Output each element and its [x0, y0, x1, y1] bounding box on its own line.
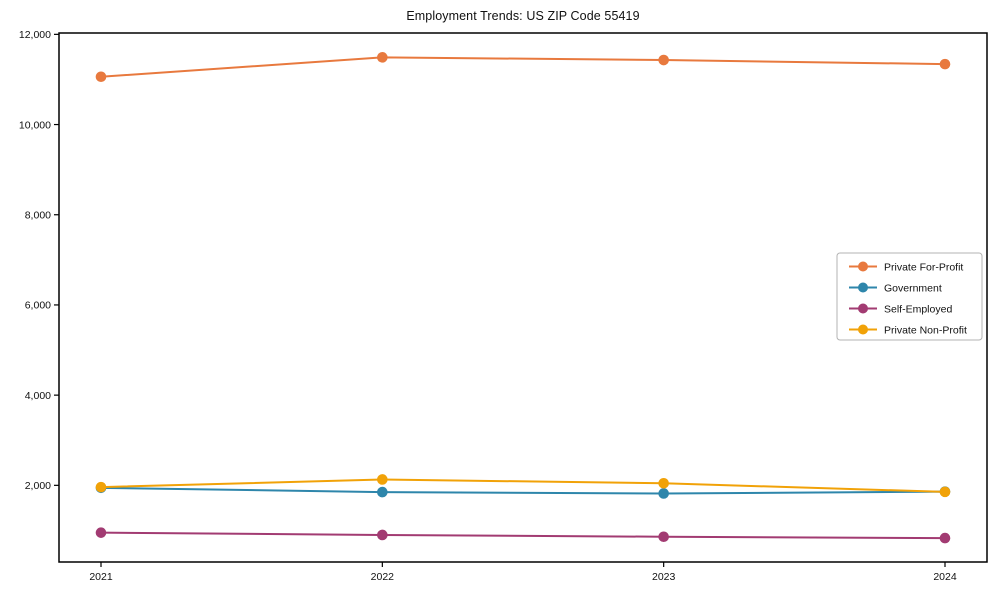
y-axis-tick-label: 8,000: [25, 210, 51, 222]
data-point-self-employed-2023: [658, 531, 669, 543]
data-point-private-for-profit-2022: [377, 52, 388, 63]
x-axis-tick-label: 2022: [371, 571, 395, 583]
series-line-private-non-profit: [100, 478, 946, 493]
data-point-private-for-profit-2023: [658, 54, 669, 66]
x-axis-tick-label: 2023: [652, 571, 676, 583]
data-point-private-non-profit-2023: [658, 478, 669, 489]
y-axis-tick-label: 12,000: [19, 29, 51, 41]
series-line-self-employed: [100, 531, 946, 540]
data-point-private-non-profit-2022: [377, 474, 388, 485]
data-point-private-for-profit-2021: [95, 71, 107, 83]
legend-item-self-employed: Self-Employed: [884, 303, 952, 315]
series-line-private-for-profit: [100, 56, 946, 78]
y-axis-tick-label: 6,000: [25, 300, 51, 312]
data-point-self-employed-2021: [95, 527, 107, 538]
legend-item-private-for-profit: Private For-Profit: [884, 261, 963, 273]
data-point-government-2022: [377, 486, 388, 498]
legend-item-private-non-profit: Private Non-Profit: [884, 324, 967, 336]
series-line-government: [100, 486, 946, 495]
legend-marker-private-for-profit: [858, 261, 868, 272]
legend-box: [836, 252, 983, 341]
x-axis-tick-label: 2021: [89, 571, 113, 583]
legend-marker-self-employed: [858, 303, 868, 314]
y-axis-tick-label: 2,000: [25, 480, 51, 492]
y-axis-tick-label: 10,000: [19, 119, 51, 131]
data-point-self-employed-2024: [939, 532, 951, 544]
chart-title: Employment Trends: US ZIP Code 55419: [406, 9, 640, 23]
data-point-private-for-profit-2024: [939, 58, 951, 70]
legend-marker-government: [858, 282, 868, 293]
y-axis-tick-label: 4,000: [25, 390, 51, 402]
plot-border: [58, 32, 988, 563]
data-point-private-non-profit-2021: [95, 481, 107, 493]
legend-marker-private-non-profit: [858, 324, 868, 335]
x-axis-tick-label: 2024: [933, 571, 957, 583]
data-point-self-employed-2022: [377, 529, 388, 541]
data-point-government-2023: [658, 488, 669, 499]
data-point-private-non-profit-2024: [939, 486, 951, 498]
legend-item-government: Government: [884, 282, 942, 294]
